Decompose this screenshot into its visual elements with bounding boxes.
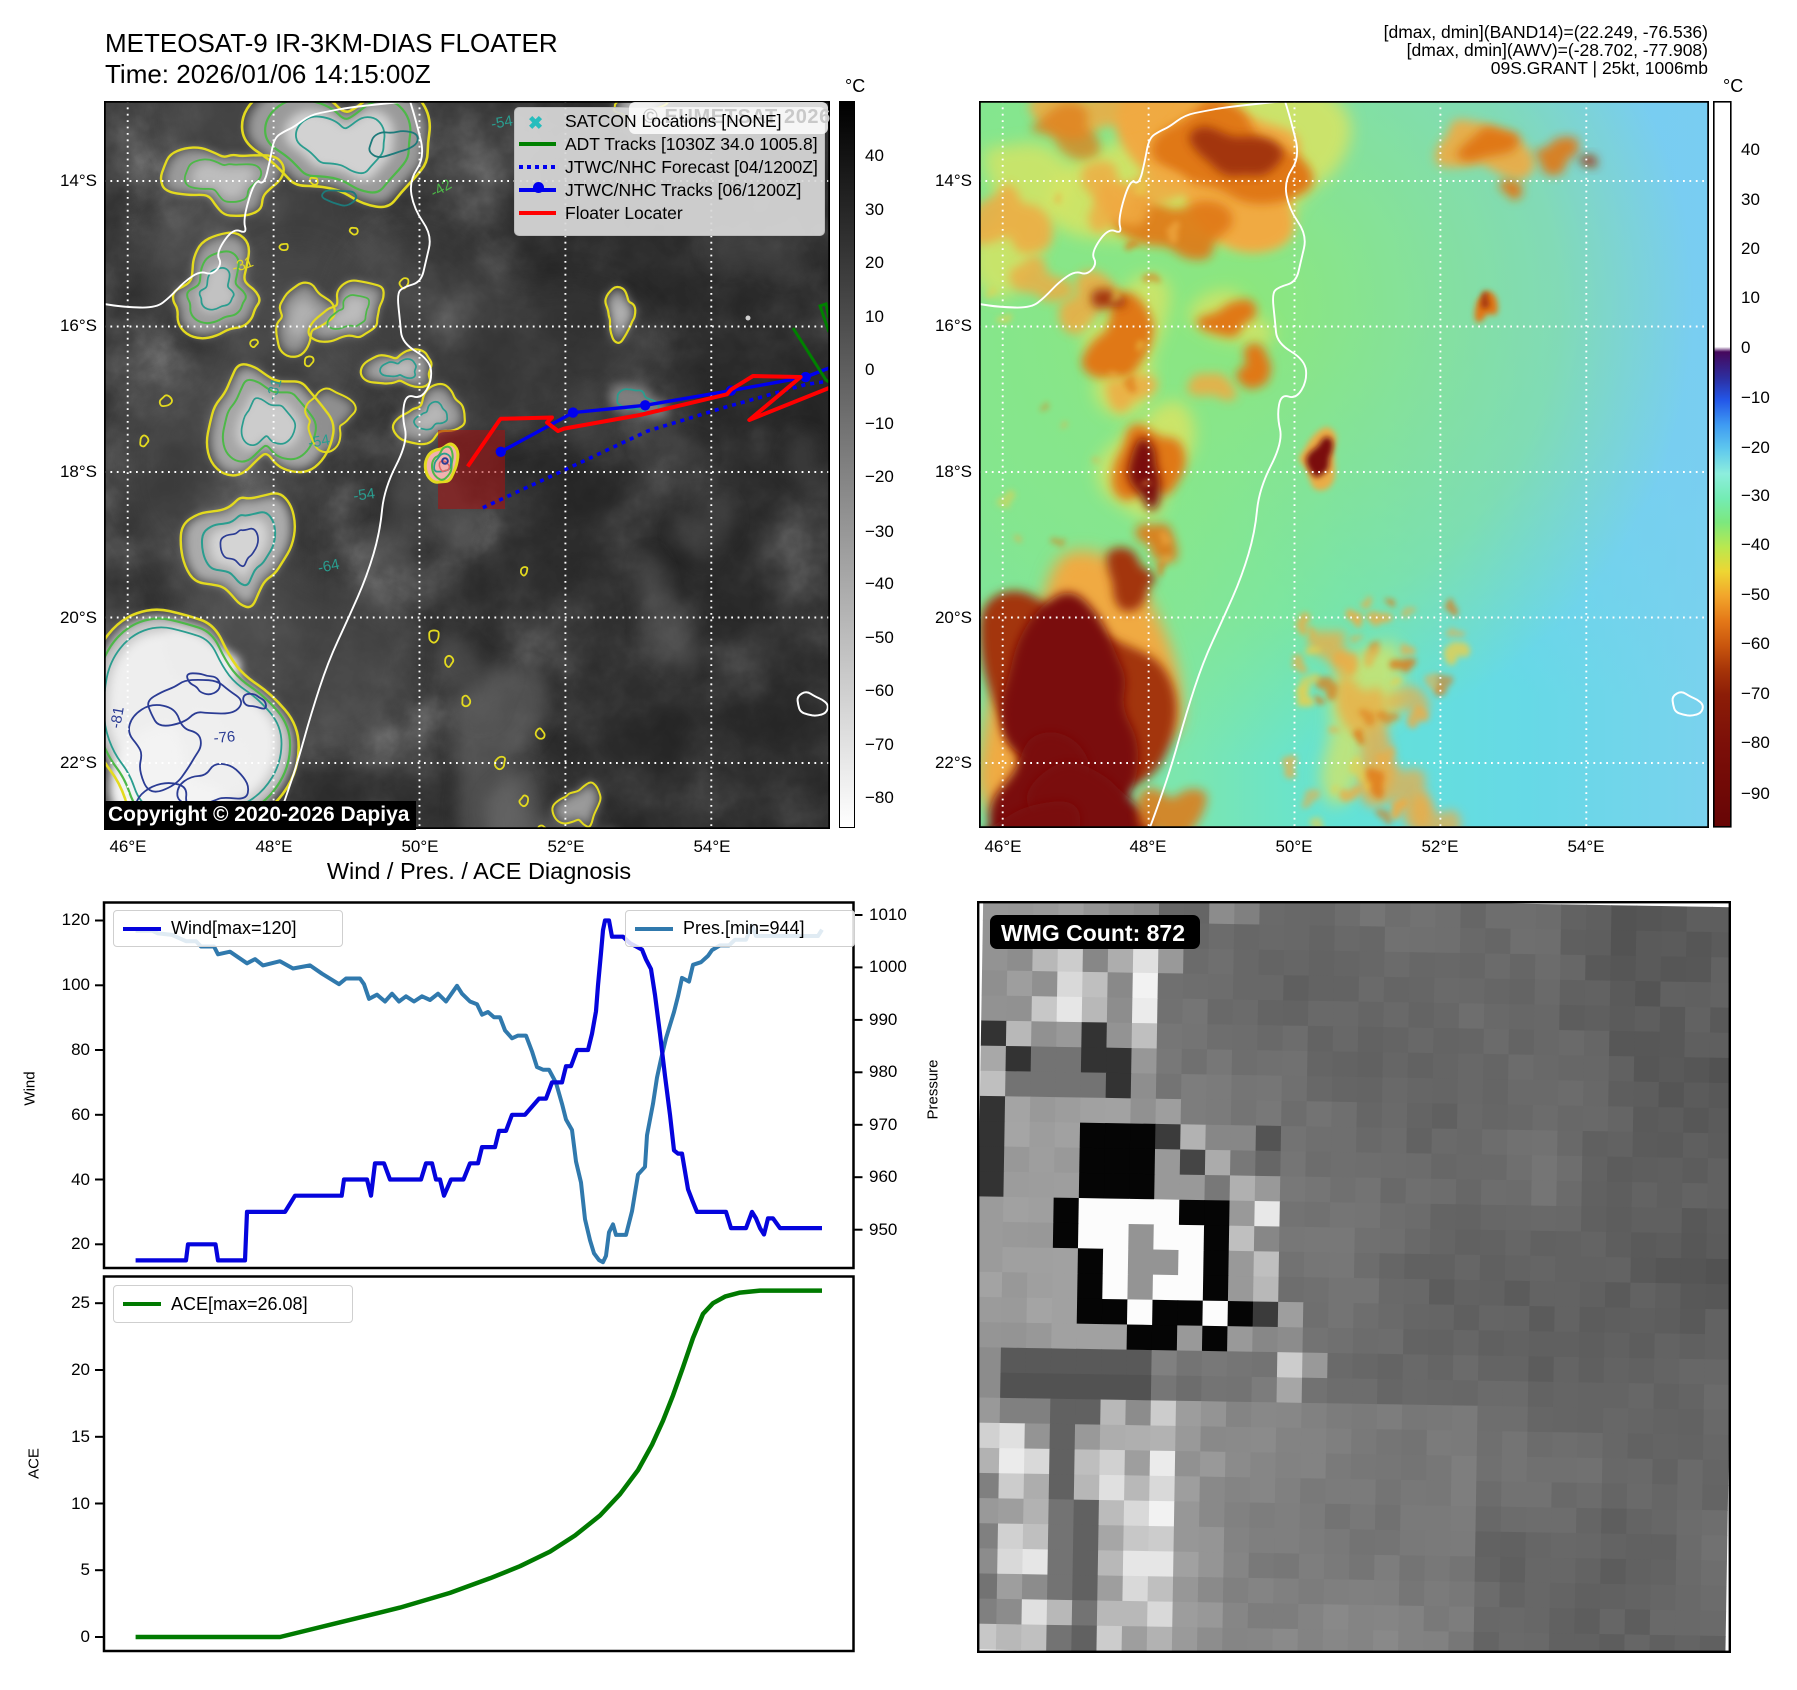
svg-text:-54: -54 [352,485,376,505]
svg-text:-64: -64 [316,556,341,577]
svg-text:-76: -76 [213,728,236,747]
svg-text:-54: -54 [307,431,331,452]
svg-text:-54: -54 [490,112,514,133]
svg-text:WMG Count: 872: WMG Count: 872 [1001,920,1185,946]
svg-text:-81: -81 [107,705,128,729]
svg-text:-31: -31 [230,253,256,276]
